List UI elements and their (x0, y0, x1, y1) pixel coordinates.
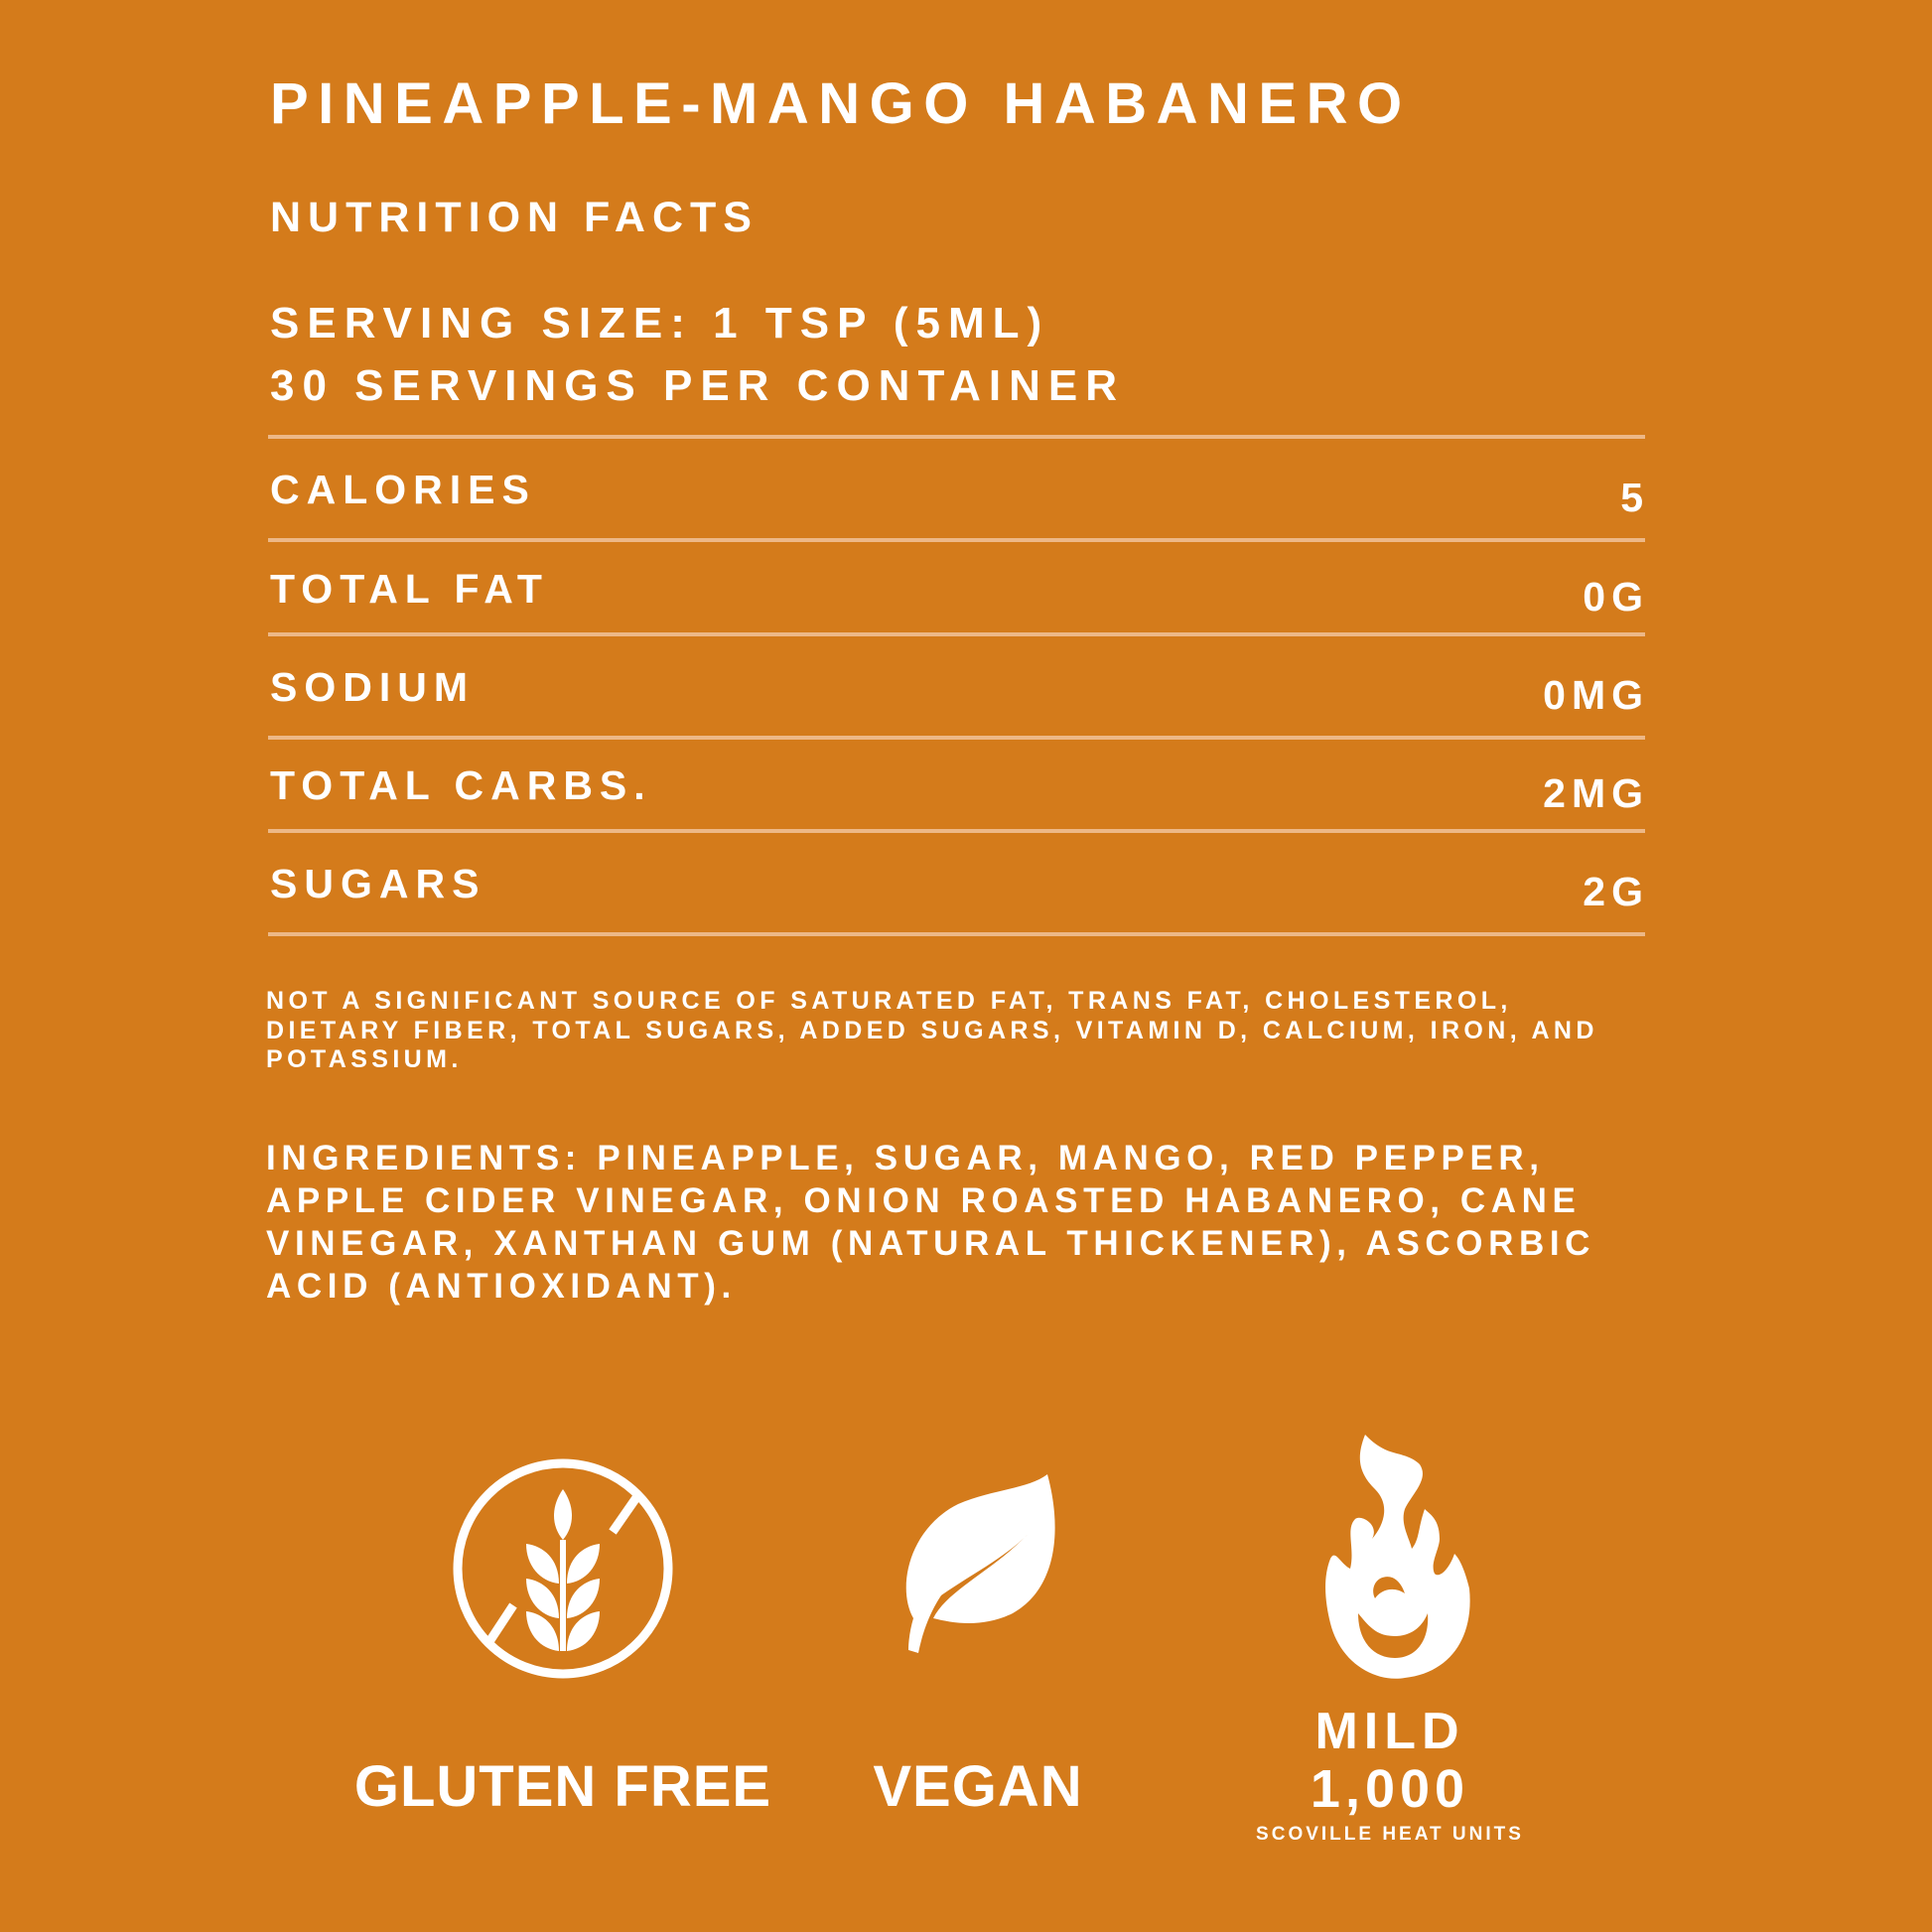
vegan-label: VEGAN (873, 1754, 1083, 1819)
scoville-unit: SCOVILLE HEAT UNITS (1256, 1824, 1524, 1845)
nutrient-row: SODIUM 0MG (270, 664, 1643, 718)
heat-level: MILD (1314, 1703, 1465, 1760)
nutrient-label: TOTAL CARBS. (270, 762, 652, 808)
nutrient-label: TOTAL FAT (270, 566, 549, 612)
divider (268, 538, 1645, 542)
divider (268, 435, 1645, 439)
nutrient-value: 0MG (1543, 672, 1649, 718)
nutrient-value: 5 (1620, 475, 1649, 520)
nutrient-label: SUGARS (270, 861, 486, 906)
nutrient-row: TOTAL FAT 0G (270, 566, 1643, 620)
leaf-icon (905, 1474, 1055, 1653)
product-title: PINEAPPLE-MANGO HABANERO (270, 71, 1412, 136)
ingredients: INGREDIENTS: PINEAPPLE, SUGAR, MANGO, RE… (266, 1139, 1596, 1306)
nutrient-row: SUGARS 2G (270, 861, 1643, 914)
nutrition-facts-heading: NUTRITION FACTS (270, 194, 759, 241)
nutrient-row: CALORIES 5 (270, 467, 1643, 520)
nutrient-value: 0G (1583, 574, 1649, 620)
divider (268, 829, 1645, 833)
divider (268, 736, 1645, 740)
gluten-free-label: GLUTEN FREE (353, 1754, 772, 1819)
divider (268, 632, 1645, 636)
nutrient-value: 2G (1583, 869, 1649, 914)
nutrient-row: TOTAL CARBS. 2MG (270, 762, 1643, 816)
flame-icon (1325, 1435, 1470, 1679)
no-wheat-icon (453, 1458, 673, 1679)
nutrient-label: SODIUM (270, 664, 475, 710)
nutrient-value: 2MG (1543, 770, 1649, 816)
nutrient-label: CALORIES (270, 467, 536, 512)
divider (268, 932, 1645, 936)
servings-per-container: 30 SERVINGS PER CONTAINER (270, 361, 1125, 410)
footnote: NOT A SIGNIFICANT SOURCE OF SATURATED FA… (266, 987, 1598, 1073)
scoville-value: 1,000 (1310, 1759, 1470, 1819)
serving-size: SERVING SIZE: 1 TSP (5ML) (270, 299, 1050, 347)
